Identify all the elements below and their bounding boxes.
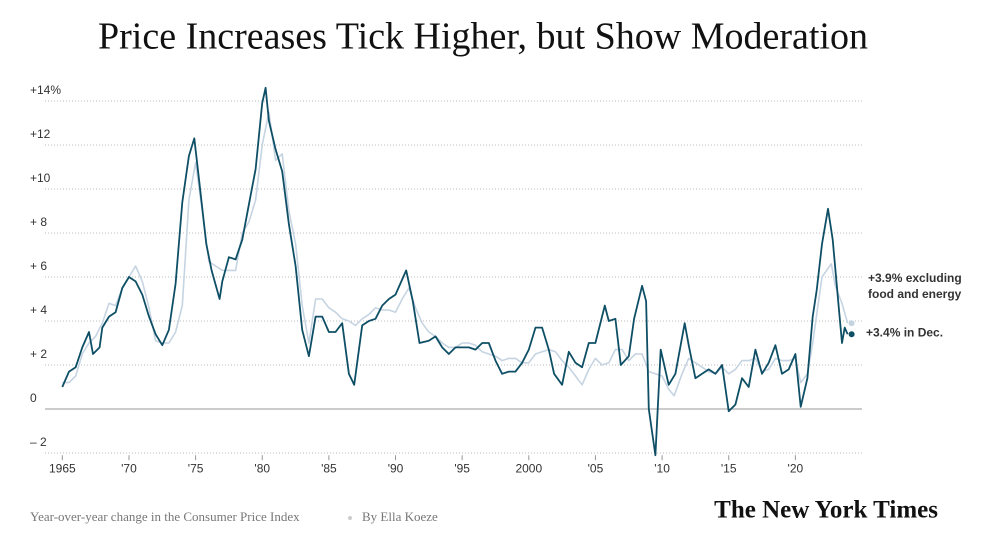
separator [348, 516, 352, 520]
x-tick-label: '05 [588, 461, 604, 475]
x-tick-label: '75 [188, 461, 204, 475]
annotation: +3.4% in Dec. [866, 325, 943, 339]
chart-title: Price Increases Tick Higher, but Show Mo… [98, 16, 868, 58]
y-tick-label: +10 [30, 171, 51, 185]
logo: The New York Times [714, 497, 938, 524]
x-tick-label: '15 [721, 461, 737, 475]
y-tick-label: 0 [30, 391, 37, 405]
y-tick-label: +12 [30, 127, 51, 141]
y-tick-label: – 2 [30, 435, 47, 449]
annotation: +3.9% excluding food and energy [868, 271, 962, 301]
series-line [61, 86, 849, 457]
source-note: Year-over-year change in the Consumer Pr… [30, 509, 300, 524]
x-tick-label: '95 [454, 461, 470, 475]
y-tick-label: + 2 [30, 347, 47, 361]
x-tick-label: '10 [654, 461, 670, 475]
y-tick-label: + 8 [30, 215, 47, 229]
end-dot [848, 320, 855, 327]
x-tick-label: 1965 [49, 461, 76, 475]
x-tick-label: 2000 [515, 461, 542, 475]
x-tick-label: '85 [321, 461, 337, 475]
x-tick-label: '20 [788, 461, 804, 475]
y-tick-label: + 6 [30, 259, 47, 273]
x-tick-label: '90 [388, 461, 404, 475]
x-tick-label: '70 [121, 461, 137, 475]
x-tick-label: '80 [254, 461, 270, 475]
y-tick-label: +14% [30, 83, 61, 97]
byline: By Ella Koeze [362, 509, 438, 524]
series-line [62, 111, 849, 397]
end-dot [848, 331, 855, 338]
y-tick-label: + 4 [30, 303, 47, 317]
